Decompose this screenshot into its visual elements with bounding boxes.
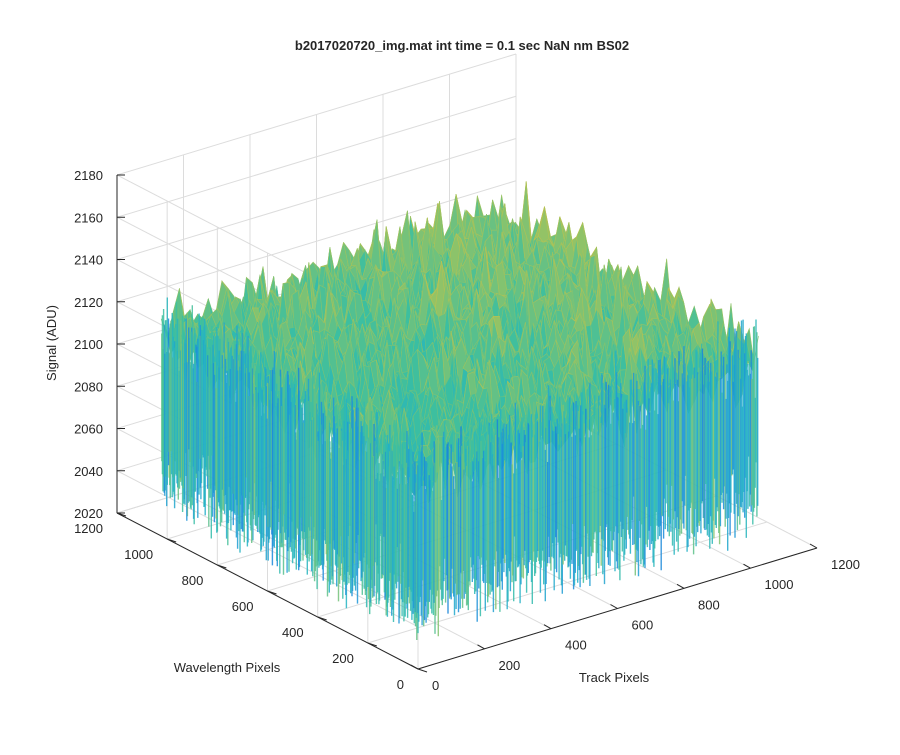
wavelength-tick-mark (167, 538, 177, 543)
z-tick-label: 2040 (74, 464, 103, 479)
wavelength-tick-mark (217, 564, 227, 569)
z-tick-label: 2100 (74, 337, 103, 352)
track-tick-mark (543, 624, 552, 630)
track-tick-mark (809, 543, 818, 549)
track-tick-label: 1000 (765, 577, 794, 592)
wavelength-tick-label: 0 (397, 677, 404, 692)
z-tick-label: 2140 (74, 253, 103, 268)
wavelength-tick-mark (367, 642, 377, 647)
wavelength-tick-mark (317, 616, 327, 621)
z-tick-labels: 2020 2040 2060 2080 2100 2120 2140 2160 2180 (74, 168, 103, 521)
z-tick-label: 2180 (74, 168, 103, 183)
wavelength-tick-mark (116, 512, 127, 517)
track-tick-mark (743, 563, 751, 569)
track-tick-mark (410, 664, 419, 670)
wavelength-tick-label: 600 (232, 599, 254, 614)
z-tick-label: 2160 (74, 210, 103, 225)
track-tick-label: 0 (432, 678, 439, 693)
axis-lines (116, 174, 818, 673)
z-tick-label: 2060 (74, 422, 103, 437)
z-tick-label: 2080 (74, 379, 103, 394)
y-axis-label: Wavelength Pixels (174, 660, 281, 675)
track-tick-labels: 0 200 400 600 800 1000 1200 (432, 557, 860, 693)
wavelength-tick-label: 400 (282, 625, 304, 640)
wavelength-tick-label: 800 (182, 573, 204, 588)
track-tick-label: 1200 (831, 557, 860, 572)
wavelength-tick-label: 1000 (124, 547, 153, 562)
wavelength-tick-labels: 0 200 400 600 800 1000 1200 (74, 521, 404, 692)
wavelength-tick-mark (417, 668, 428, 673)
z-tick-label: 2020 (74, 506, 103, 521)
track-tick-label: 600 (632, 618, 654, 633)
track-tick-label: 400 (565, 638, 587, 653)
wavelength-tick-label: 200 (332, 651, 354, 666)
chart-title: b2017020720_img.mat int time = 0.1 sec N… (295, 38, 629, 53)
z-axis-label: Signal (ADU) (44, 305, 59, 381)
wavelength-tick-label: 1200 (74, 521, 103, 536)
wavelength-tick-mark (267, 590, 277, 595)
track-tick-mark (477, 644, 485, 650)
track-tick-label: 800 (698, 597, 720, 612)
track-tick-mark (676, 583, 685, 589)
z-tick-label: 2120 (74, 295, 103, 310)
data-surface (160, 181, 759, 640)
track-tick-mark (610, 604, 618, 609)
track-tick-label: 200 (499, 658, 521, 673)
x-axis-label: Track Pixels (579, 670, 650, 685)
